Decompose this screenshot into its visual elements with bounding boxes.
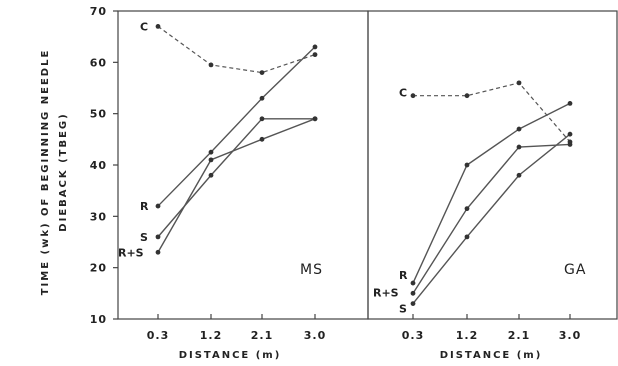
y-axis-title-line1: TIME (wk) OF BEGINNING NEEDLE — [40, 49, 51, 296]
y-tick-label: 20 — [90, 262, 107, 275]
data-point-r — [516, 126, 522, 132]
data-point-r-plus-s — [312, 116, 318, 122]
data-point-c — [410, 93, 416, 99]
data-point-c — [155, 24, 161, 29]
data-point-r-plus-s — [259, 136, 265, 142]
right-panel-frame — [367, 10, 618, 320]
series-label-r-plus-s: R+S — [373, 286, 399, 299]
data-point-c — [312, 52, 318, 58]
y-tick-label: 50 — [90, 108, 107, 121]
data-point-s — [259, 116, 265, 122]
panel-label-ms: MS — [300, 262, 323, 278]
series-label-r-plus-s: R+S — [118, 246, 144, 259]
series-line-r-plus-s — [157, 118, 316, 253]
panel-ms: 0.3 1.2 2.1 3.0 C R S R+S MS DISTANCE (m) — [118, 20, 327, 361]
data-point-s — [567, 131, 573, 137]
x-axis-ticks-ga: 0.3 1.2 2.1 3.0 — [402, 314, 582, 342]
data-point-r — [410, 280, 416, 286]
x-tick-label: 1.2 — [200, 329, 223, 342]
x-axis-ticks-ms: 0.3 1.2 2.1 3.0 — [147, 314, 327, 342]
y-tick-label: 10 — [90, 313, 107, 326]
y-axis-title-line2: DIEBACK (TBEG) — [58, 112, 69, 231]
y-axis-title: TIME (wk) OF BEGINNING NEEDLE DIEBACK (T… — [40, 49, 69, 296]
data-point-r — [208, 149, 214, 155]
y-tick-label: 40 — [90, 159, 107, 172]
data-point-s — [516, 172, 522, 178]
series-label-s: S — [399, 303, 407, 316]
data-point-c — [516, 80, 522, 86]
left-panel-frame — [117, 10, 369, 320]
x-tick-label: 0.3 — [402, 329, 425, 342]
series-line-c — [157, 25, 316, 74]
series-label-s: S — [140, 231, 148, 244]
x-axis-title-ga: DISTANCE (m) — [440, 350, 543, 361]
y-axis: 10 20 30 40 50 60 70 — [90, 5, 118, 326]
series-label-c: C — [140, 20, 148, 33]
data-point-s — [208, 172, 214, 178]
data-point-r — [259, 95, 265, 101]
series-group-ms: C R S R+S — [118, 20, 318, 259]
data-point-s — [410, 301, 416, 306]
x-tick-label: 3.0 — [559, 329, 582, 342]
data-point-s — [155, 234, 161, 240]
data-point-r-plus-s — [155, 249, 161, 255]
series-line-s — [157, 118, 315, 238]
x-tick-label: 3.0 — [304, 329, 327, 342]
series-label-r: R — [140, 200, 149, 213]
data-point-s — [464, 234, 470, 240]
series-line-c — [413, 82, 571, 143]
data-point-r-plus-s — [464, 206, 470, 212]
y-tick-label: 30 — [90, 210, 107, 223]
data-point-r-plus-s — [208, 157, 214, 163]
y-tick-label: 70 — [90, 5, 107, 18]
data-point-r — [567, 101, 573, 106]
x-tick-label: 2.1 — [508, 329, 531, 342]
series-line-r — [412, 102, 571, 284]
data-point-r — [155, 203, 161, 209]
panel-label-ga: GA — [564, 262, 586, 278]
series-line-s — [412, 133, 571, 305]
data-point-r-plus-s — [567, 142, 573, 147]
x-axis-title-ms: DISTANCE (m) — [179, 350, 282, 361]
series-line-r — [157, 46, 316, 207]
data-point-r — [464, 162, 470, 168]
y-tick-label: 60 — [90, 56, 107, 69]
data-point-r — [312, 44, 318, 50]
x-tick-label: 2.1 — [251, 329, 274, 342]
series-group-ga: C RR+SS — [373, 80, 573, 316]
x-tick-label: 0.3 — [147, 329, 170, 342]
data-point-r-plus-s — [410, 290, 416, 296]
data-point-c — [208, 62, 214, 68]
x-tick-label: 1.2 — [456, 329, 479, 342]
series-label-r: R — [399, 269, 408, 282]
panel-ga: 0.3 1.2 2.1 3.0 C RR+SS GA DISTANCE (m) — [373, 80, 586, 361]
data-point-c — [259, 70, 265, 75]
series-line-r-plus-s — [412, 143, 571, 294]
data-point-c — [464, 93, 470, 99]
data-point-r-plus-s — [516, 144, 522, 150]
series-label-c: C — [399, 87, 407, 100]
